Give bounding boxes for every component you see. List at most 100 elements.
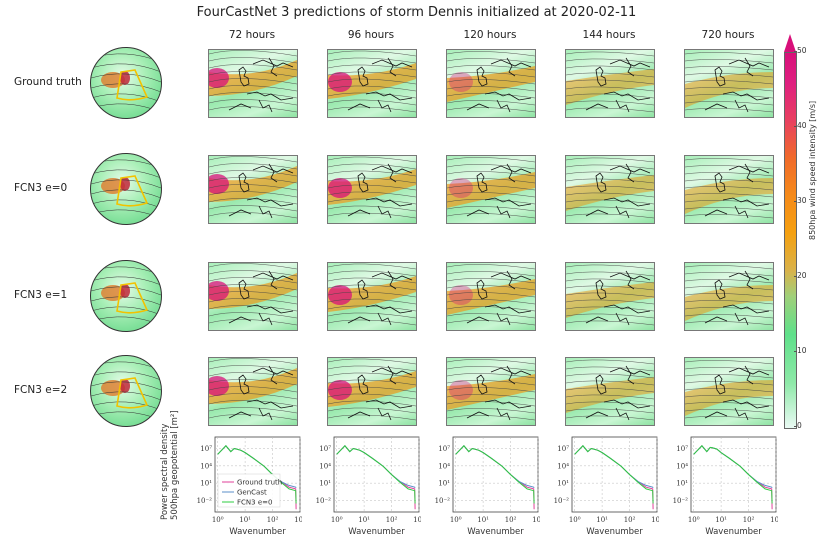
forecast-map-panel: [327, 262, 417, 331]
jet-stream-band: [328, 169, 416, 205]
forecast-map-panel: [446, 357, 536, 426]
column-title: 72 hours: [228, 29, 276, 41]
x-axis-label: Wavenumber: [229, 527, 286, 537]
coastline: [704, 270, 770, 326]
coastline: [704, 57, 770, 113]
psd-series-fcn3-e-0: [574, 445, 654, 504]
geopotential-contour: [209, 372, 297, 379]
geopotential-contour: [685, 179, 773, 184]
geopotential-contour: [566, 299, 654, 305]
forecast-map-panel: [208, 155, 298, 224]
x-tick-label: 10³: [532, 516, 540, 524]
geopotential-contour: [447, 79, 535, 85]
geopotential-contour: [447, 313, 535, 319]
colorbar-tick-label: 30: [794, 196, 807, 205]
geopotential-contour: [447, 171, 535, 177]
geopotential-contour: [685, 374, 773, 379]
coastline: [228, 270, 294, 326]
geopotential-contour: [209, 400, 297, 407]
geopotential-contour: [328, 170, 416, 177]
x-tick-label: 10²: [267, 516, 279, 524]
geopotential-contour: [566, 401, 654, 407]
x-tick-label: 10²: [505, 516, 517, 524]
geopotential-contour: [209, 212, 297, 219]
jet-stream-band: [328, 63, 416, 99]
geopotential-contour: [685, 172, 773, 177]
geopotential-contour: [447, 359, 535, 365]
geopotential-contour: [91, 103, 161, 113]
x-axis-label: Wavenumber: [705, 527, 762, 537]
column-title: 720 hours: [701, 29, 755, 41]
geopotential-contour: [328, 386, 416, 393]
geopotential-contour: [566, 157, 654, 163]
geopotential-contour: [566, 408, 654, 414]
geopotential-contour: [566, 192, 654, 198]
geopotential-contour: [209, 386, 297, 393]
y-tick-label: 10¹: [438, 480, 450, 488]
row-label: Ground truth: [14, 76, 82, 88]
y-tick-label: 10⁻²: [554, 497, 570, 505]
column-title: 96 hours: [347, 29, 395, 41]
colorbar-tick-label: 10: [794, 346, 807, 355]
psd-ylabel: Power spectral density 500hpa geopotenti…: [160, 410, 180, 520]
geopotential-contour: [566, 199, 654, 205]
geopotential-contour: [685, 314, 773, 319]
geopotential-contour: [328, 263, 416, 270]
geopotential-contour: [685, 94, 773, 99]
geopotential-contour: [328, 85, 416, 92]
geopotential-contour: [447, 271, 535, 277]
geopotential-contour: [328, 407, 416, 414]
storm-core: [120, 177, 130, 191]
coastline: [228, 57, 294, 113]
x-tick-label: 10¹: [715, 516, 727, 524]
geopotential-contour: [566, 58, 654, 64]
colorbar-tick-label: 0: [794, 421, 802, 430]
geopotential-contour: [209, 358, 297, 365]
psd-series-fcn3-e-0: [217, 445, 297, 504]
y-tick-label: 10⁷: [200, 445, 212, 453]
geopotential-contour: [447, 157, 535, 163]
x-tick-label: 10²: [386, 516, 398, 524]
geopotential-contour: [328, 184, 416, 191]
psd-ylabel-line1: Power spectral density: [160, 423, 170, 520]
geopotential-contour: [685, 265, 773, 270]
geopotential-contour: [209, 99, 297, 106]
jet-stream-band: [685, 285, 773, 321]
forecast-map-panel: [327, 357, 417, 426]
legend-label: Ground truth: [237, 479, 282, 487]
geopotential-contour: [209, 263, 297, 270]
region-of-interest-box: [116, 175, 149, 207]
geopotential-contour: [685, 409, 773, 414]
storm-low-pressure: [209, 376, 229, 396]
coastline: [585, 270, 651, 326]
figure-title: FourCastNet 3 predictions of storm Denni…: [196, 5, 637, 20]
geopotential-contour: [447, 206, 535, 212]
geopotential-contour: [685, 402, 773, 407]
geopotential-contour: [685, 193, 773, 198]
x-tick-label: 10¹: [477, 516, 489, 524]
geopotential-contour: [328, 393, 416, 400]
globe-map: [90, 47, 162, 119]
row-label: FCN3 e=0: [14, 182, 68, 194]
geopotential-contour: [91, 276, 161, 286]
colorbar-tick-label: 40: [794, 121, 807, 130]
coastline: [585, 163, 651, 219]
jet-stream-band: [566, 377, 654, 413]
storm-low-pressure: [328, 72, 352, 92]
geopotential-contour: [209, 365, 297, 372]
geopotential-contour: [566, 306, 654, 312]
geopotential-contour: [209, 305, 297, 312]
geopotential-contour: [91, 199, 161, 209]
x-tick-label: 10⁰: [212, 516, 224, 524]
geopotential-contour: [566, 65, 654, 71]
jet-stream-band: [685, 72, 773, 108]
colorbar-tick-label: 50: [794, 46, 807, 55]
geopotential-contour: [685, 73, 773, 78]
geopotential-contour: [447, 415, 535, 421]
geopotential-contour: [566, 93, 654, 99]
y-tick-label: 10¹: [557, 480, 569, 488]
geopotential-contour: [447, 65, 535, 71]
y-tick-label: 10⁻²: [435, 497, 451, 505]
geopotential-contour: [209, 57, 297, 64]
y-tick-label: 10⁴: [200, 462, 212, 470]
